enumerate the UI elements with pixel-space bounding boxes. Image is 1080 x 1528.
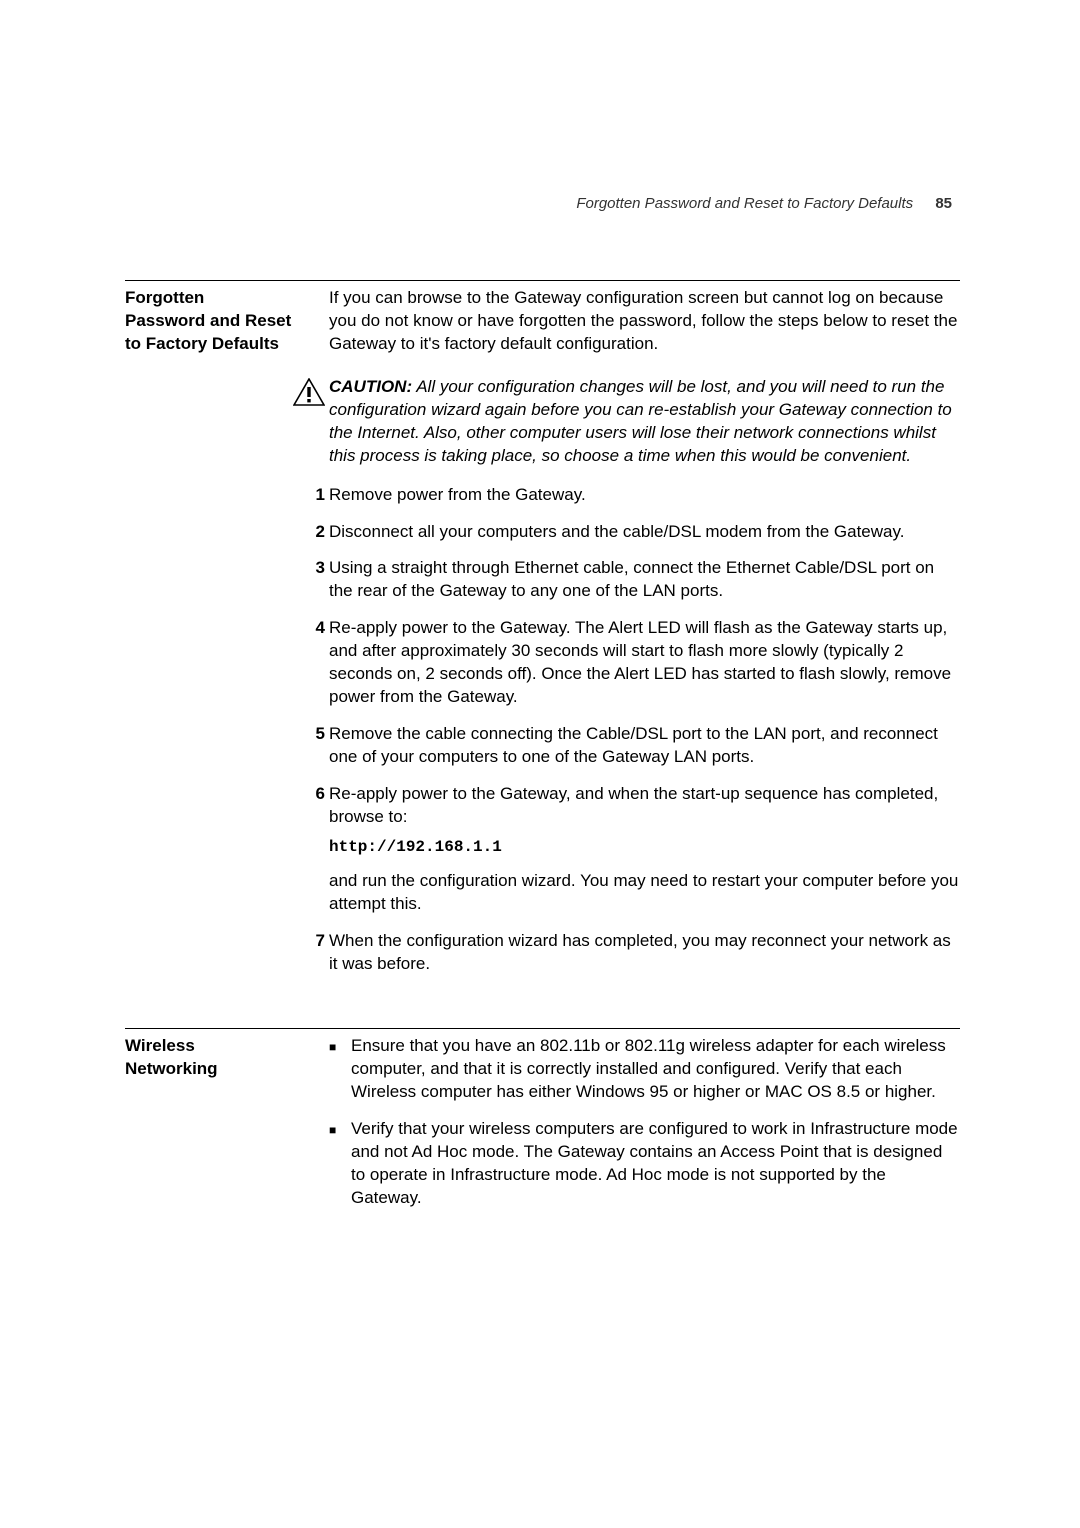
intro-paragraph: If you can browse to the Gateway configu… — [329, 287, 960, 356]
title-line: to Factory Defaults — [125, 333, 319, 356]
list-item: 4 Re-apply power to the Gateway. The Ale… — [329, 617, 960, 709]
section-content: If you can browse to the Gateway configu… — [329, 287, 960, 990]
bullet-body: Verify that your wireless computers are … — [351, 1118, 960, 1210]
step-number: 6 — [303, 783, 325, 916]
title-line: Networking — [125, 1058, 319, 1081]
step-body: Using a straight through Ethernet cable,… — [329, 557, 960, 603]
page-number: 85 — [935, 195, 952, 212]
title-line: Forgotten — [125, 287, 319, 310]
list-item: 7 When the configuration wizard has comp… — [329, 930, 960, 976]
steps-list: 1 Remove power from the Gateway. 2 Disco… — [329, 484, 960, 977]
step-number: 2 — [303, 521, 325, 544]
step-number: 3 — [303, 557, 325, 603]
step-body: When the configuration wizard has comple… — [329, 930, 960, 976]
step-after: and run the configuration wizard. You ma… — [329, 870, 960, 916]
step-body: Remove the cable connecting the Cable/DS… — [329, 723, 960, 769]
title-line: Password and Reset — [125, 310, 319, 333]
list-item: 1 Remove power from the Gateway. — [329, 484, 960, 507]
caution-label: CAUTION: — [329, 377, 412, 396]
step-number: 1 — [303, 484, 325, 507]
bullet-body: Ensure that you have an 802.11b or 802.1… — [351, 1035, 960, 1104]
list-item: ■ Ensure that you have an 802.11b or 802… — [329, 1035, 960, 1104]
step-body: Re-apply power to the Gateway. The Alert… — [329, 617, 960, 709]
caution-block: CAUTION: All your configuration changes … — [329, 376, 960, 468]
running-header: Forgotten Password and Reset to Factory … — [125, 195, 960, 212]
title-line: Wireless — [125, 1035, 319, 1058]
step-text: Re-apply power to the Gateway, and when … — [329, 784, 938, 826]
section-divider — [125, 280, 960, 281]
forgotten-password-section: Forgotten Password and Reset to Factory … — [125, 287, 960, 990]
list-item: 2 Disconnect all your computers and the … — [329, 521, 960, 544]
caution-text: CAUTION: All your configuration changes … — [329, 376, 960, 468]
step-body: Disconnect all your computers and the ca… — [329, 521, 960, 544]
running-title: Forgotten Password and Reset to Factory … — [576, 195, 913, 212]
list-item: 3 Using a straight through Ethernet cabl… — [329, 557, 960, 603]
section-divider — [125, 1028, 960, 1029]
bullet-list: ■ Ensure that you have an 802.11b or 802… — [329, 1035, 960, 1210]
list-item: ■ Verify that your wireless computers ar… — [329, 1118, 960, 1210]
list-item: 5 Remove the cable connecting the Cable/… — [329, 723, 960, 769]
step-number: 5 — [303, 723, 325, 769]
section-title: Wireless Networking — [125, 1035, 329, 1224]
caution-icon — [289, 376, 329, 468]
step-number: 7 — [303, 930, 325, 976]
bullet-icon: ■ — [329, 1039, 351, 1104]
section-content: ■ Ensure that you have an 802.11b or 802… — [329, 1035, 960, 1224]
caution-body: All your configuration changes will be l… — [329, 377, 952, 465]
code-url: http://192.168.1.1 — [329, 837, 960, 859]
bullet-icon: ■ — [329, 1122, 351, 1210]
step-number: 4 — [303, 617, 325, 709]
step-body: Remove power from the Gateway. — [329, 484, 960, 507]
wireless-networking-section: Wireless Networking ■ Ensure that you ha… — [125, 1035, 960, 1224]
step-body: Re-apply power to the Gateway, and when … — [329, 783, 960, 916]
list-item: 6 Re-apply power to the Gateway, and whe… — [329, 783, 960, 916]
